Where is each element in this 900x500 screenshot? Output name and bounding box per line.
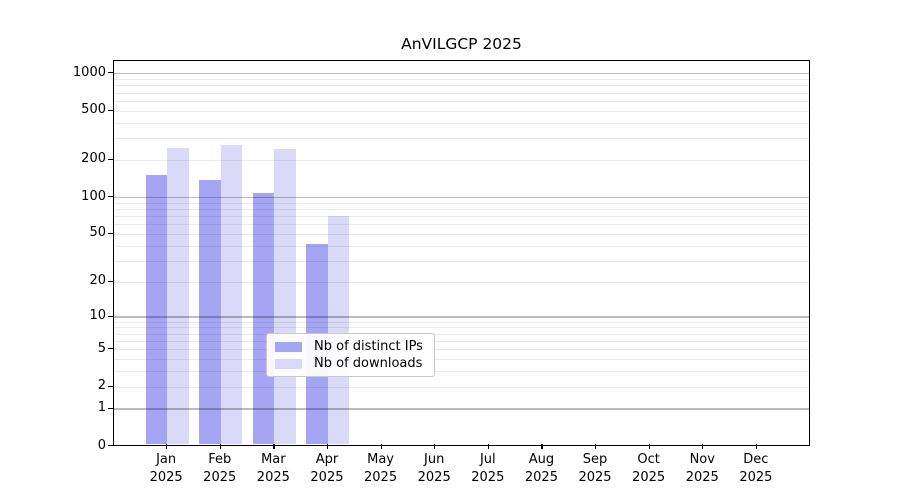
y-axis-tick-label: 50 — [89, 225, 106, 241]
grid-line-minor — [114, 159, 809, 161]
y-axis-tick — [108, 109, 114, 111]
y-axis-tick-label: 200 — [81, 151, 106, 167]
x-axis-tick — [541, 444, 543, 449]
legend-swatch-downloads — [275, 358, 302, 369]
bar-downloads — [327, 215, 350, 444]
grid-line-minor — [114, 321, 809, 323]
x-axis-tick — [273, 444, 275, 449]
y-axis-tick-label: 1000 — [72, 64, 106, 80]
grid-line-minor — [114, 110, 809, 112]
x-axis-tick-label: Sep 2025 — [578, 452, 612, 485]
y-axis-tick — [108, 158, 114, 160]
grid-line-minor — [114, 122, 809, 124]
x-axis-tick — [595, 444, 597, 449]
y-axis-tick — [108, 232, 114, 234]
legend: Nb of distinct IPs Nb of downloads — [266, 333, 435, 377]
legend-label-downloads: Nb of downloads — [314, 356, 423, 371]
y-axis-tick — [108, 348, 114, 350]
x-axis-tick — [648, 444, 650, 449]
y-axis-tick-label: 100 — [81, 188, 106, 204]
bar-distinct-ips — [252, 192, 275, 444]
y-axis-tick — [108, 315, 114, 317]
x-axis-tick-label: Jul 2025 — [471, 452, 505, 485]
grid-line-minor — [114, 386, 809, 388]
x-axis-tick — [166, 444, 168, 449]
y-axis-tick-label: 10 — [89, 308, 106, 324]
grid-line-minor — [114, 85, 809, 87]
bar-downloads — [167, 147, 189, 444]
grid-line-minor — [114, 216, 809, 218]
grid-line-minor — [114, 78, 809, 80]
x-axis-tick — [380, 444, 382, 449]
x-axis-tick — [219, 444, 221, 449]
grid-line-minor — [114, 341, 809, 343]
x-axis-tick-label: Jun 2025 — [417, 452, 451, 485]
x-axis-tick-label: Nov 2025 — [685, 452, 719, 485]
grid-line-minor — [114, 327, 809, 329]
x-axis-tick-label: May 2025 — [364, 452, 398, 485]
y-axis-tick-label: 5 — [97, 340, 106, 356]
grid-line-minor — [114, 100, 809, 102]
y-axis-tick — [108, 385, 114, 387]
x-axis-tick-label: Jan 2025 — [149, 452, 183, 485]
bar-downloads — [274, 149, 296, 444]
grid-line-minor — [114, 260, 809, 262]
y-axis-tick-label: 0 — [97, 437, 106, 453]
y-axis-tick-label: 2 — [97, 378, 106, 394]
y-axis-tick — [108, 72, 114, 74]
x-axis-tick — [702, 444, 704, 449]
grid-line-major — [114, 72, 809, 75]
x-axis-tick-label: Dec 2025 — [739, 452, 773, 485]
grid-line-minor — [114, 349, 809, 351]
grid-line-major — [114, 316, 809, 318]
grid-line-minor — [114, 208, 809, 210]
legend-item-downloads: Nb of downloads — [275, 356, 426, 371]
grid-line-minor — [114, 224, 809, 226]
x-axis-tick — [755, 444, 758, 449]
x-axis-tick-label: Apr 2025 — [310, 452, 344, 485]
x-axis-tick-label: Feb 2025 — [203, 452, 237, 485]
bar-distinct-ips — [145, 174, 168, 444]
bar-distinct-ips — [199, 180, 221, 444]
grid-line-minor — [114, 333, 809, 335]
y-axis-tick — [108, 444, 114, 447]
legend-item-distinct-ips: Nb of distinct IPs — [275, 339, 426, 354]
grid-line-minor — [114, 281, 809, 283]
legend-label-distinct-ips: Nb of distinct IPs — [314, 339, 423, 354]
x-axis-tick-label: Mar 2025 — [256, 452, 290, 485]
x-axis-tick — [487, 444, 489, 449]
x-axis-tick — [434, 444, 436, 449]
x-axis-tick-label: Oct 2025 — [632, 452, 666, 485]
grid-line-major — [114, 196, 809, 199]
grid-line-minor — [114, 371, 809, 373]
legend-swatch-distinct-ips — [275, 341, 302, 352]
y-axis-tick — [108, 407, 114, 409]
plot-area: Jan 2025 Feb 2025 Mar 2025 Apr 2025 May 2025… — [73, 60, 810, 485]
x-axis-tick — [326, 444, 329, 449]
grid-line-minor — [114, 359, 809, 361]
grid-line-minor — [114, 233, 809, 235]
y-axis-tick-label: 20 — [89, 273, 106, 289]
grid-line-minor — [114, 138, 809, 140]
bar-downloads — [220, 144, 243, 444]
grid-line-minor — [114, 202, 809, 204]
grid-line-major — [114, 408, 809, 410]
x-axis-tick-label: Aug 2025 — [524, 452, 558, 485]
grid-line-minor — [114, 92, 809, 94]
y-axis-tick-label: 1 — [97, 400, 106, 416]
chart-title: AnVILGCP 2025 — [401, 35, 522, 53]
y-axis-tick — [108, 280, 114, 282]
grid-line-minor — [114, 245, 809, 247]
y-axis-tick — [108, 195, 114, 198]
y-axis-tick-label: 500 — [81, 102, 106, 118]
